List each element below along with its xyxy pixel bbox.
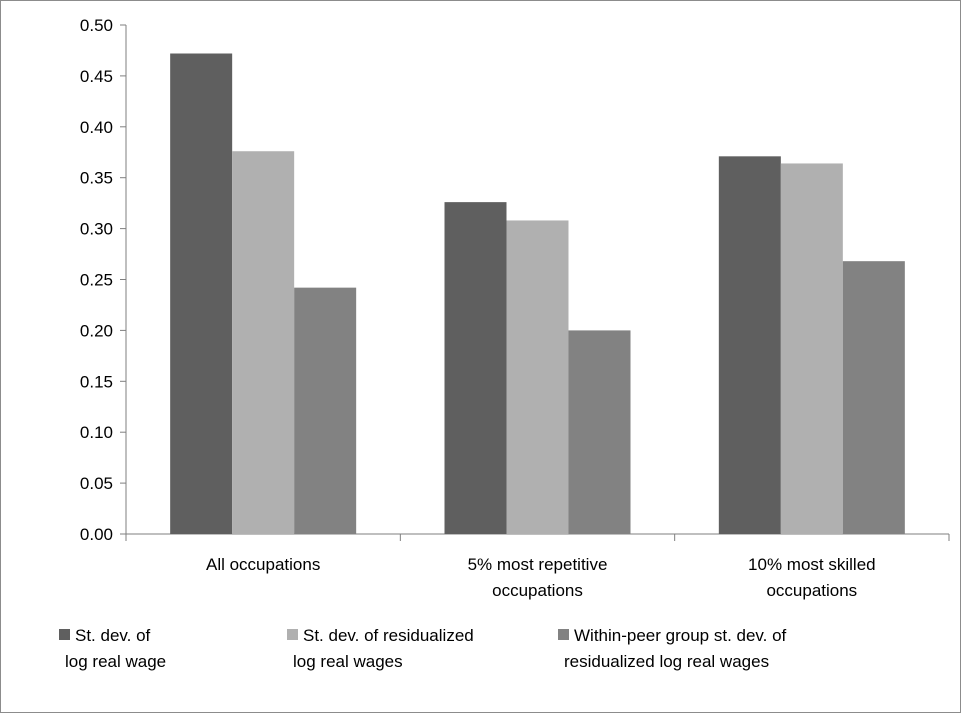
bar <box>780 163 843 534</box>
bar <box>842 261 905 534</box>
y-tick-label: 0.25 <box>80 271 113 290</box>
legend-label: Within-peer group st. dev. of <box>574 626 787 645</box>
y-tick-label: 0.35 <box>80 169 113 188</box>
bar <box>444 202 507 534</box>
legend-label: log real wage <box>65 652 166 671</box>
y-tick-label: 0.10 <box>80 423 113 442</box>
category-label: 5% most repetitive <box>468 555 608 574</box>
category-label: occupations <box>492 581 583 600</box>
y-tick-labels: 0.00 0.05 0.10 0.15 0.20 0.25 0.30 0.35 0.40 0.45… <box>80 16 113 544</box>
y-tick-label: 0.30 <box>80 220 113 239</box>
legend: St. dev. of log real wage St. dev. of resi… <box>59 626 787 671</box>
y-tick-label: 0.05 <box>80 474 113 493</box>
category-label: occupations <box>766 581 857 600</box>
legend-label: St. dev. of <box>75 626 151 645</box>
legend-label: log real wages <box>293 652 403 671</box>
category-label: 10% most skilled <box>748 555 876 574</box>
legend-label: residualized log real wages <box>564 652 769 671</box>
y-tick-label: 0.00 <box>80 525 113 544</box>
y-tick-label: 0.20 <box>80 321 113 340</box>
bar <box>718 156 781 534</box>
bar <box>170 53 233 535</box>
y-tick-label: 0.40 <box>80 118 113 137</box>
bar <box>232 151 295 534</box>
legend-swatch <box>287 629 298 640</box>
legend-swatch <box>59 629 70 640</box>
bar <box>294 287 357 534</box>
bar <box>506 220 569 534</box>
bar <box>568 330 631 534</box>
legend-label: St. dev. of residualized <box>303 626 474 645</box>
bars <box>170 53 905 535</box>
y-tick-label: 0.50 <box>80 16 113 35</box>
y-tick-label: 0.15 <box>80 372 113 391</box>
y-tick-label: 0.45 <box>80 67 113 86</box>
legend-swatch <box>558 629 569 640</box>
category-labels: All occupations 5% most repetitive occupat… <box>206 555 876 600</box>
category-label: All occupations <box>206 555 320 574</box>
